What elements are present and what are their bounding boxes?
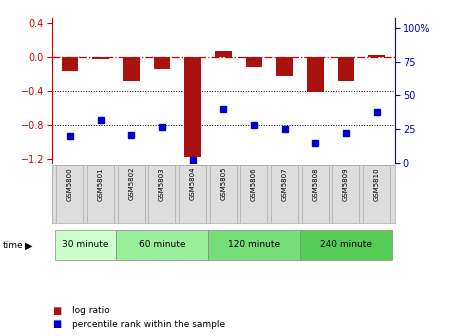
- Bar: [56, 165, 83, 223]
- Bar: [332, 165, 359, 223]
- Text: time: time: [2, 241, 23, 250]
- Bar: [184, 57, 201, 157]
- Bar: [276, 57, 293, 76]
- Bar: [246, 57, 263, 67]
- Bar: [123, 57, 140, 81]
- Bar: [215, 51, 232, 57]
- Bar: [92, 57, 109, 59]
- Text: 120 minute: 120 minute: [228, 240, 280, 249]
- Bar: [118, 165, 145, 223]
- Text: ■: ■: [52, 319, 61, 329]
- Bar: [338, 57, 354, 81]
- Text: log ratio: log ratio: [72, 306, 110, 315]
- Bar: [271, 165, 298, 223]
- Bar: [116, 230, 208, 260]
- Text: 240 minute: 240 minute: [320, 240, 372, 249]
- Text: GSM5803: GSM5803: [159, 167, 165, 201]
- Text: GSM5806: GSM5806: [251, 167, 257, 201]
- Text: GSM5810: GSM5810: [374, 167, 380, 201]
- Bar: [302, 165, 329, 223]
- Text: GSM5808: GSM5808: [313, 167, 318, 201]
- Bar: [300, 230, 392, 260]
- Bar: [210, 165, 237, 223]
- Text: ▶: ▶: [25, 240, 32, 250]
- Bar: [154, 57, 171, 70]
- Text: percentile rank within the sample: percentile rank within the sample: [72, 320, 225, 329]
- Text: GSM5800: GSM5800: [67, 167, 73, 201]
- Text: GSM5801: GSM5801: [98, 167, 104, 201]
- Text: ■: ■: [52, 306, 61, 316]
- Bar: [179, 165, 206, 223]
- Bar: [62, 57, 79, 71]
- Text: GSM5805: GSM5805: [220, 167, 226, 201]
- Text: 60 minute: 60 minute: [139, 240, 185, 249]
- Text: 30 minute: 30 minute: [62, 240, 109, 249]
- Bar: [307, 57, 324, 92]
- Bar: [363, 165, 390, 223]
- Bar: [368, 55, 385, 57]
- Bar: [208, 230, 300, 260]
- Text: GSM5807: GSM5807: [282, 167, 288, 201]
- Text: GSM5804: GSM5804: [190, 167, 196, 201]
- Bar: [240, 165, 267, 223]
- Bar: [148, 165, 175, 223]
- Text: GSM5809: GSM5809: [343, 167, 349, 201]
- Text: GSM5802: GSM5802: [128, 167, 134, 201]
- Bar: [87, 165, 114, 223]
- Bar: [55, 230, 116, 260]
